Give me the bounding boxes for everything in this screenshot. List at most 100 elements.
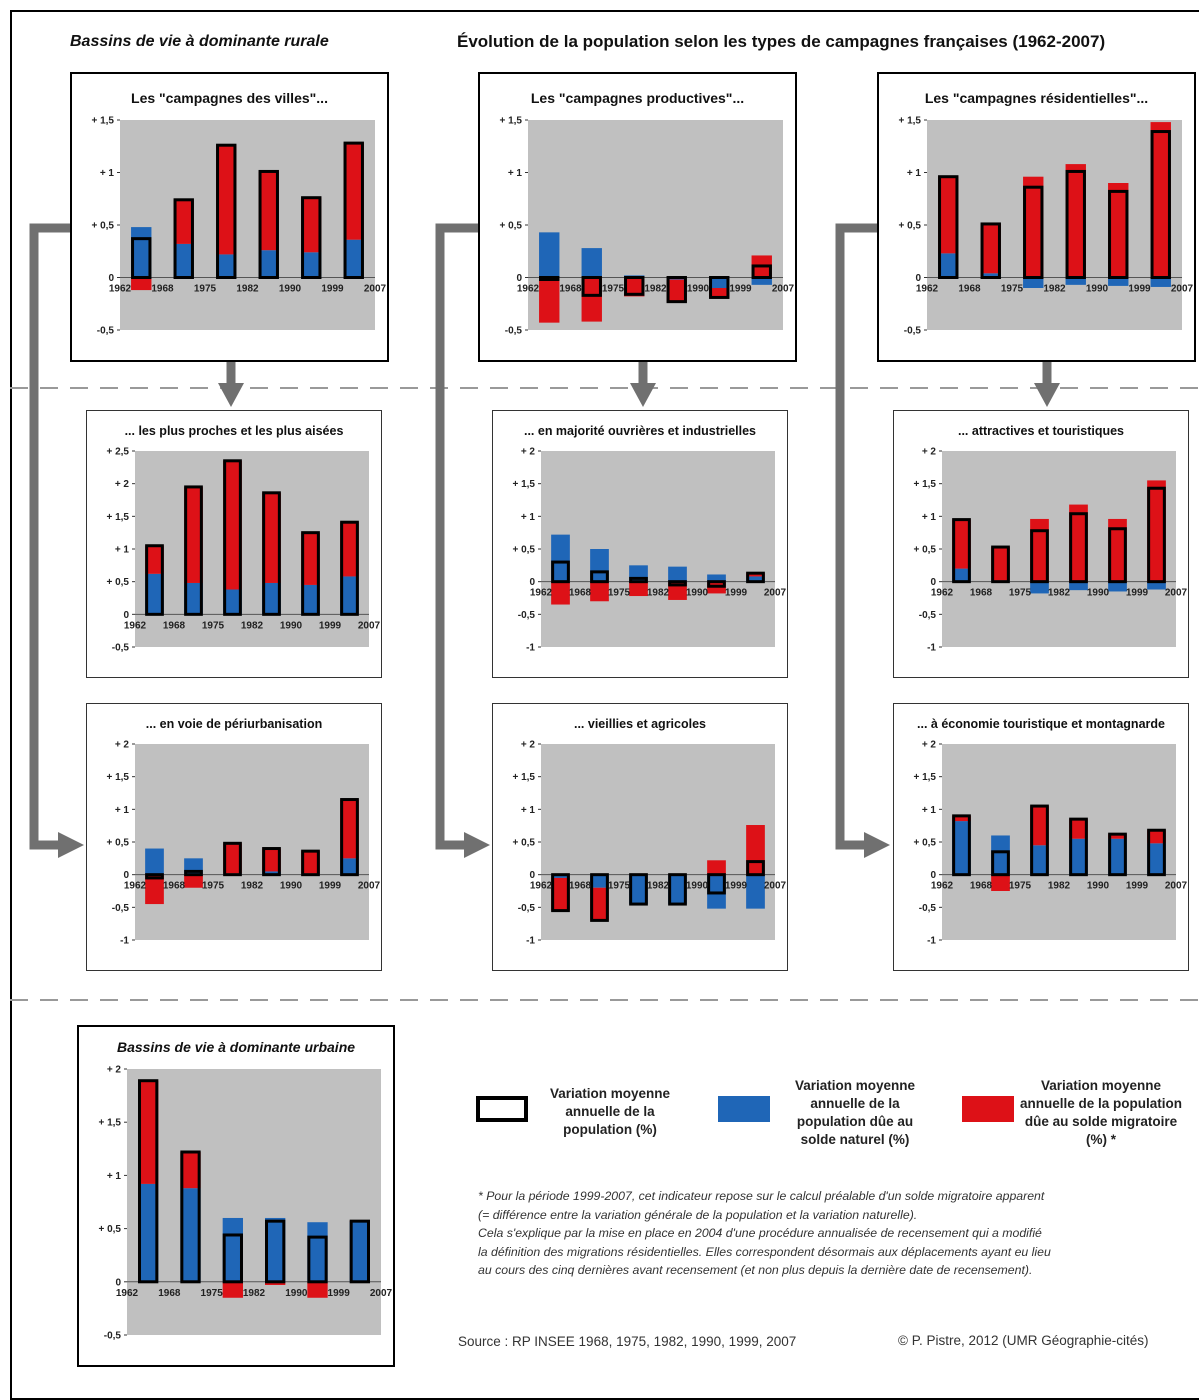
x-tick-label: 1962 (109, 284, 132, 295)
x-tick-label: 1990 (279, 284, 302, 295)
x-tick-label: 1968 (151, 284, 174, 295)
bar-solde-migratoire (222, 1281, 243, 1298)
bar-solde-migratoire (265, 1281, 286, 1285)
bar-solde-migratoire (551, 877, 570, 911)
bar-solde-migratoire (539, 277, 560, 323)
bar-variation-totale (624, 276, 645, 296)
bar-solde-migratoire (629, 581, 648, 597)
bar-solde-naturel (1023, 277, 1044, 288)
x-tick-label: 1982 (647, 881, 670, 892)
bar-solde-naturel (131, 227, 152, 278)
bar-solde-naturel (952, 821, 971, 875)
footnote-line: * Pour la période 1999-2007, cet indicat… (478, 1189, 1045, 1203)
x-tick-label: 2007 (358, 881, 381, 892)
bar-variation-totale (551, 873, 570, 913)
bar-variation-totale (1069, 817, 1088, 877)
bar-solde-naturel (262, 871, 281, 875)
bar-solde-naturel (145, 573, 164, 615)
y-tick-label: 0 (123, 870, 129, 881)
bar-solde-migratoire (343, 143, 364, 240)
panel-attractives-touristiques: ... attractives et touristiques + 2 + 1,5… (893, 410, 1189, 678)
bar-solde-migratoire (1065, 164, 1086, 278)
y-tick-label: 0 (115, 1277, 121, 1288)
bar-solde-migratoire (938, 176, 959, 254)
x-tick-label: 1962 (124, 620, 147, 631)
legend-swatch-total (476, 1096, 528, 1122)
y-tick-label: + 0,5 (512, 545, 535, 556)
x-tick-label: 2007 (764, 588, 787, 599)
y-tick-label: + 1,5 (512, 479, 535, 490)
y-tick-label: + 0,5 (913, 838, 936, 849)
x-tick-label: 1968 (163, 620, 186, 631)
rural-basins-header: Bassins de vie à dominante rurale (70, 33, 329, 50)
x-tick-label: 1968 (569, 881, 592, 892)
x-tick-label: 1999 (729, 284, 752, 295)
x-tick-label: 1982 (236, 284, 259, 295)
bar-solde-naturel (1108, 581, 1127, 592)
bar-solde-migratoire (746, 573, 765, 577)
chart-campagnes-residentielles: + 1,5 + 1 + 0,5 0 -0,5 1962 1968 1975 1982 1990 19… (898, 116, 1193, 337)
arrowhead (1034, 383, 1060, 407)
bar-solde-migratoire (1147, 830, 1166, 844)
bar-variation-totale (1108, 527, 1127, 584)
plot-area (528, 120, 783, 330)
y-tick-label: + 1 (521, 805, 536, 816)
y-tick-label: + 1 (907, 168, 922, 179)
x-tick-label: 1999 (328, 1288, 351, 1299)
plot-area (942, 744, 1176, 940)
bar-variation-totale (301, 849, 320, 877)
main-title: Évolution de la population selon les typ… (457, 32, 1106, 51)
legend-label-total: Variation moyenne annuelle de la populat… (549, 1086, 671, 1137)
x-tick-label: 1982 (1043, 284, 1066, 295)
x-tick-label: 1962 (116, 1288, 139, 1299)
y-tick-label: + 2 (115, 740, 130, 751)
x-tick-label: 1968 (958, 284, 981, 295)
bar-variation-totale (145, 544, 164, 616)
bar-solde-migratoire (131, 277, 152, 291)
chart-vieillies-agricoles: + 2 + 1,5 + 1 + 0,5 0 -0,5 -1 1962 1968 1975 1982 1… (512, 740, 786, 947)
plot-area (942, 451, 1176, 647)
panel-ouvrieres-industrielles: ... en majorité ouvrières et industriell… (492, 410, 788, 678)
bar-variation-totale (551, 560, 570, 584)
bar-solde-migratoire (180, 1151, 201, 1189)
legend-swatch-migratoire (962, 1096, 1014, 1122)
y-tick-label: -0,5 (904, 326, 922, 337)
x-tick-label: 2007 (1165, 588, 1188, 599)
bar-solde-migratoire (581, 277, 602, 322)
x-tick-label: 1999 (319, 881, 342, 892)
y-tick-label: 0 (516, 273, 522, 284)
bar-solde-naturel (980, 273, 1001, 278)
bar-solde-migratoire (709, 288, 730, 298)
plot-area (120, 120, 375, 330)
bar-solde-naturel (746, 874, 765, 909)
x-tick-label: 1962 (530, 588, 553, 599)
panel-campagnes-des-villes: Les "campagnes des villes"... + 1,5 + 1 + … (70, 72, 389, 362)
source-text: Source : RP INSEE 1968, 1975, 1982, 1990… (458, 1334, 797, 1349)
x-tick-label: 1982 (241, 620, 264, 631)
bar-variation-totale (991, 850, 1010, 877)
x-tick-label: 1962 (931, 588, 954, 599)
arrowhead (58, 832, 84, 858)
bar-solde-naturel (301, 252, 322, 278)
bar-solde-migratoire (216, 145, 237, 255)
legend-label-naturel: Variation moyenne annuelle de la populat… (794, 1078, 916, 1147)
bar-variation-totale (991, 545, 1010, 584)
bar-solde-naturel (539, 232, 560, 278)
panel-dominante-urbaine: Bassins de vie à dominante urbaine + 2 + … (77, 1025, 395, 1367)
bar-solde-naturel (216, 254, 237, 278)
x-tick-label: 1982 (644, 284, 667, 295)
bar-solde-migratoire (666, 279, 687, 302)
bar-variation-totale (262, 491, 281, 616)
x-tick-label: 1962 (517, 284, 540, 295)
bar-solde-migratoire (1069, 504, 1088, 582)
chart-title: Les "campagnes productives"... (530, 90, 745, 106)
bar-variation-totale (301, 196, 322, 279)
x-tick-label: 2007 (1165, 881, 1188, 892)
x-tick-label: 1982 (1048, 588, 1071, 599)
bar-solde-naturel (1108, 838, 1127, 875)
bar-solde-naturel (668, 566, 687, 582)
bar-variation-totale (216, 143, 237, 280)
x-tick-label: 1975 (1009, 588, 1032, 599)
y-tick-label: + 2 (107, 1065, 122, 1076)
x-tick-label: 1975 (201, 1288, 224, 1299)
